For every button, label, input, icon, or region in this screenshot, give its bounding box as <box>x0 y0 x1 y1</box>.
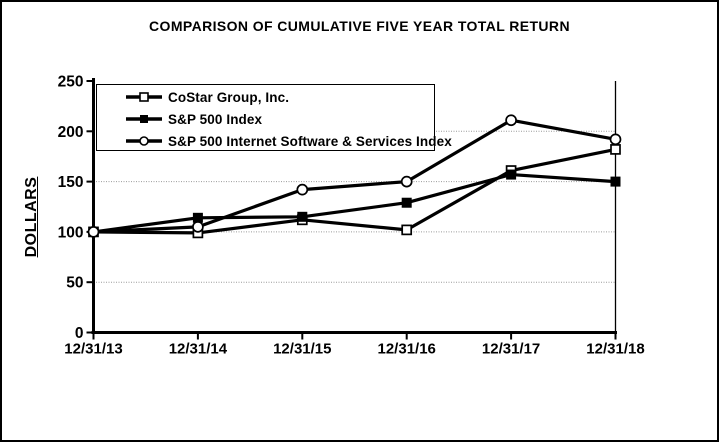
x-tick-label: 12/31/14 <box>169 341 228 358</box>
legend-item-s-p-500-internet-software-services-index: S&P 500 Internet Software & Services Ind… <box>97 130 452 152</box>
x-tick-label: 12/31/15 <box>273 341 331 358</box>
filled-square-icon <box>126 115 162 123</box>
legend-label: S&P 500 Index <box>168 111 263 127</box>
series-line-costar-group-inc <box>93 147 616 235</box>
x-tick-label: 12/31/13 <box>64 341 122 358</box>
y-axis-title: DOLLARS <box>23 176 40 258</box>
open-square-icon <box>126 92 162 102</box>
legend-item-costar-group-inc: CoStar Group, Inc. <box>97 86 434 108</box>
y-tick-label: 100 <box>58 224 84 241</box>
marker-s-p-500-internet-software-services-index <box>87 226 100 238</box>
marker-costar-group-inc <box>610 144 621 155</box>
marker-s-p-500-internet-software-services-index <box>192 221 204 233</box>
marker-s-p-500-internet-software-services-index <box>296 183 309 196</box>
open-circle-icon <box>126 136 162 146</box>
series-line-s-p-500-internet-software-services-index <box>93 118 616 234</box>
marker-s-p-500-index <box>192 212 203 223</box>
legend-label: CoStar Group, Inc. <box>168 89 290 105</box>
marker-s-p-500-index <box>297 211 308 222</box>
marker-s-p-500-index <box>610 176 621 187</box>
x-tick-label: 12/31/16 <box>378 341 436 358</box>
x-tick-label: 12/31/18 <box>586 341 644 358</box>
marker-s-p-500-index <box>506 169 517 180</box>
marker-s-p-500-internet-software-services-index <box>505 114 517 127</box>
legend-item-s-p-500-index: S&P 500 Index <box>97 108 434 130</box>
marker-s-p-500-index <box>401 197 412 208</box>
y-tick-label: 200 <box>58 124 84 141</box>
y-tick-label: 150 <box>58 174 84 191</box>
series-line-s-p-500-index <box>93 172 616 234</box>
y-tick-label: 0 <box>75 325 84 342</box>
legend-box: CoStar Group, Inc. S&P 500 Index S&P 500 I… <box>96 84 452 152</box>
legend-label: S&P 500 Internet Software & Services Ind… <box>168 133 452 149</box>
y-tick-label: 50 <box>66 275 83 292</box>
marker-s-p-500-internet-software-services-index <box>400 175 413 188</box>
y-tick-label: 250 <box>58 74 84 91</box>
marker-s-p-500-internet-software-services-index <box>609 133 622 146</box>
chart-title: COMPARISON OF CUMULATIVE FIVE YEAR TOTAL… <box>149 18 570 34</box>
x-tick-label: 12/31/17 <box>482 341 540 358</box>
marker-costar-group-inc <box>401 224 413 236</box>
